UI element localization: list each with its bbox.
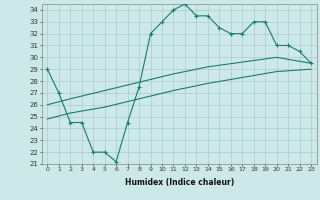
X-axis label: Humidex (Indice chaleur): Humidex (Indice chaleur) <box>124 178 234 187</box>
